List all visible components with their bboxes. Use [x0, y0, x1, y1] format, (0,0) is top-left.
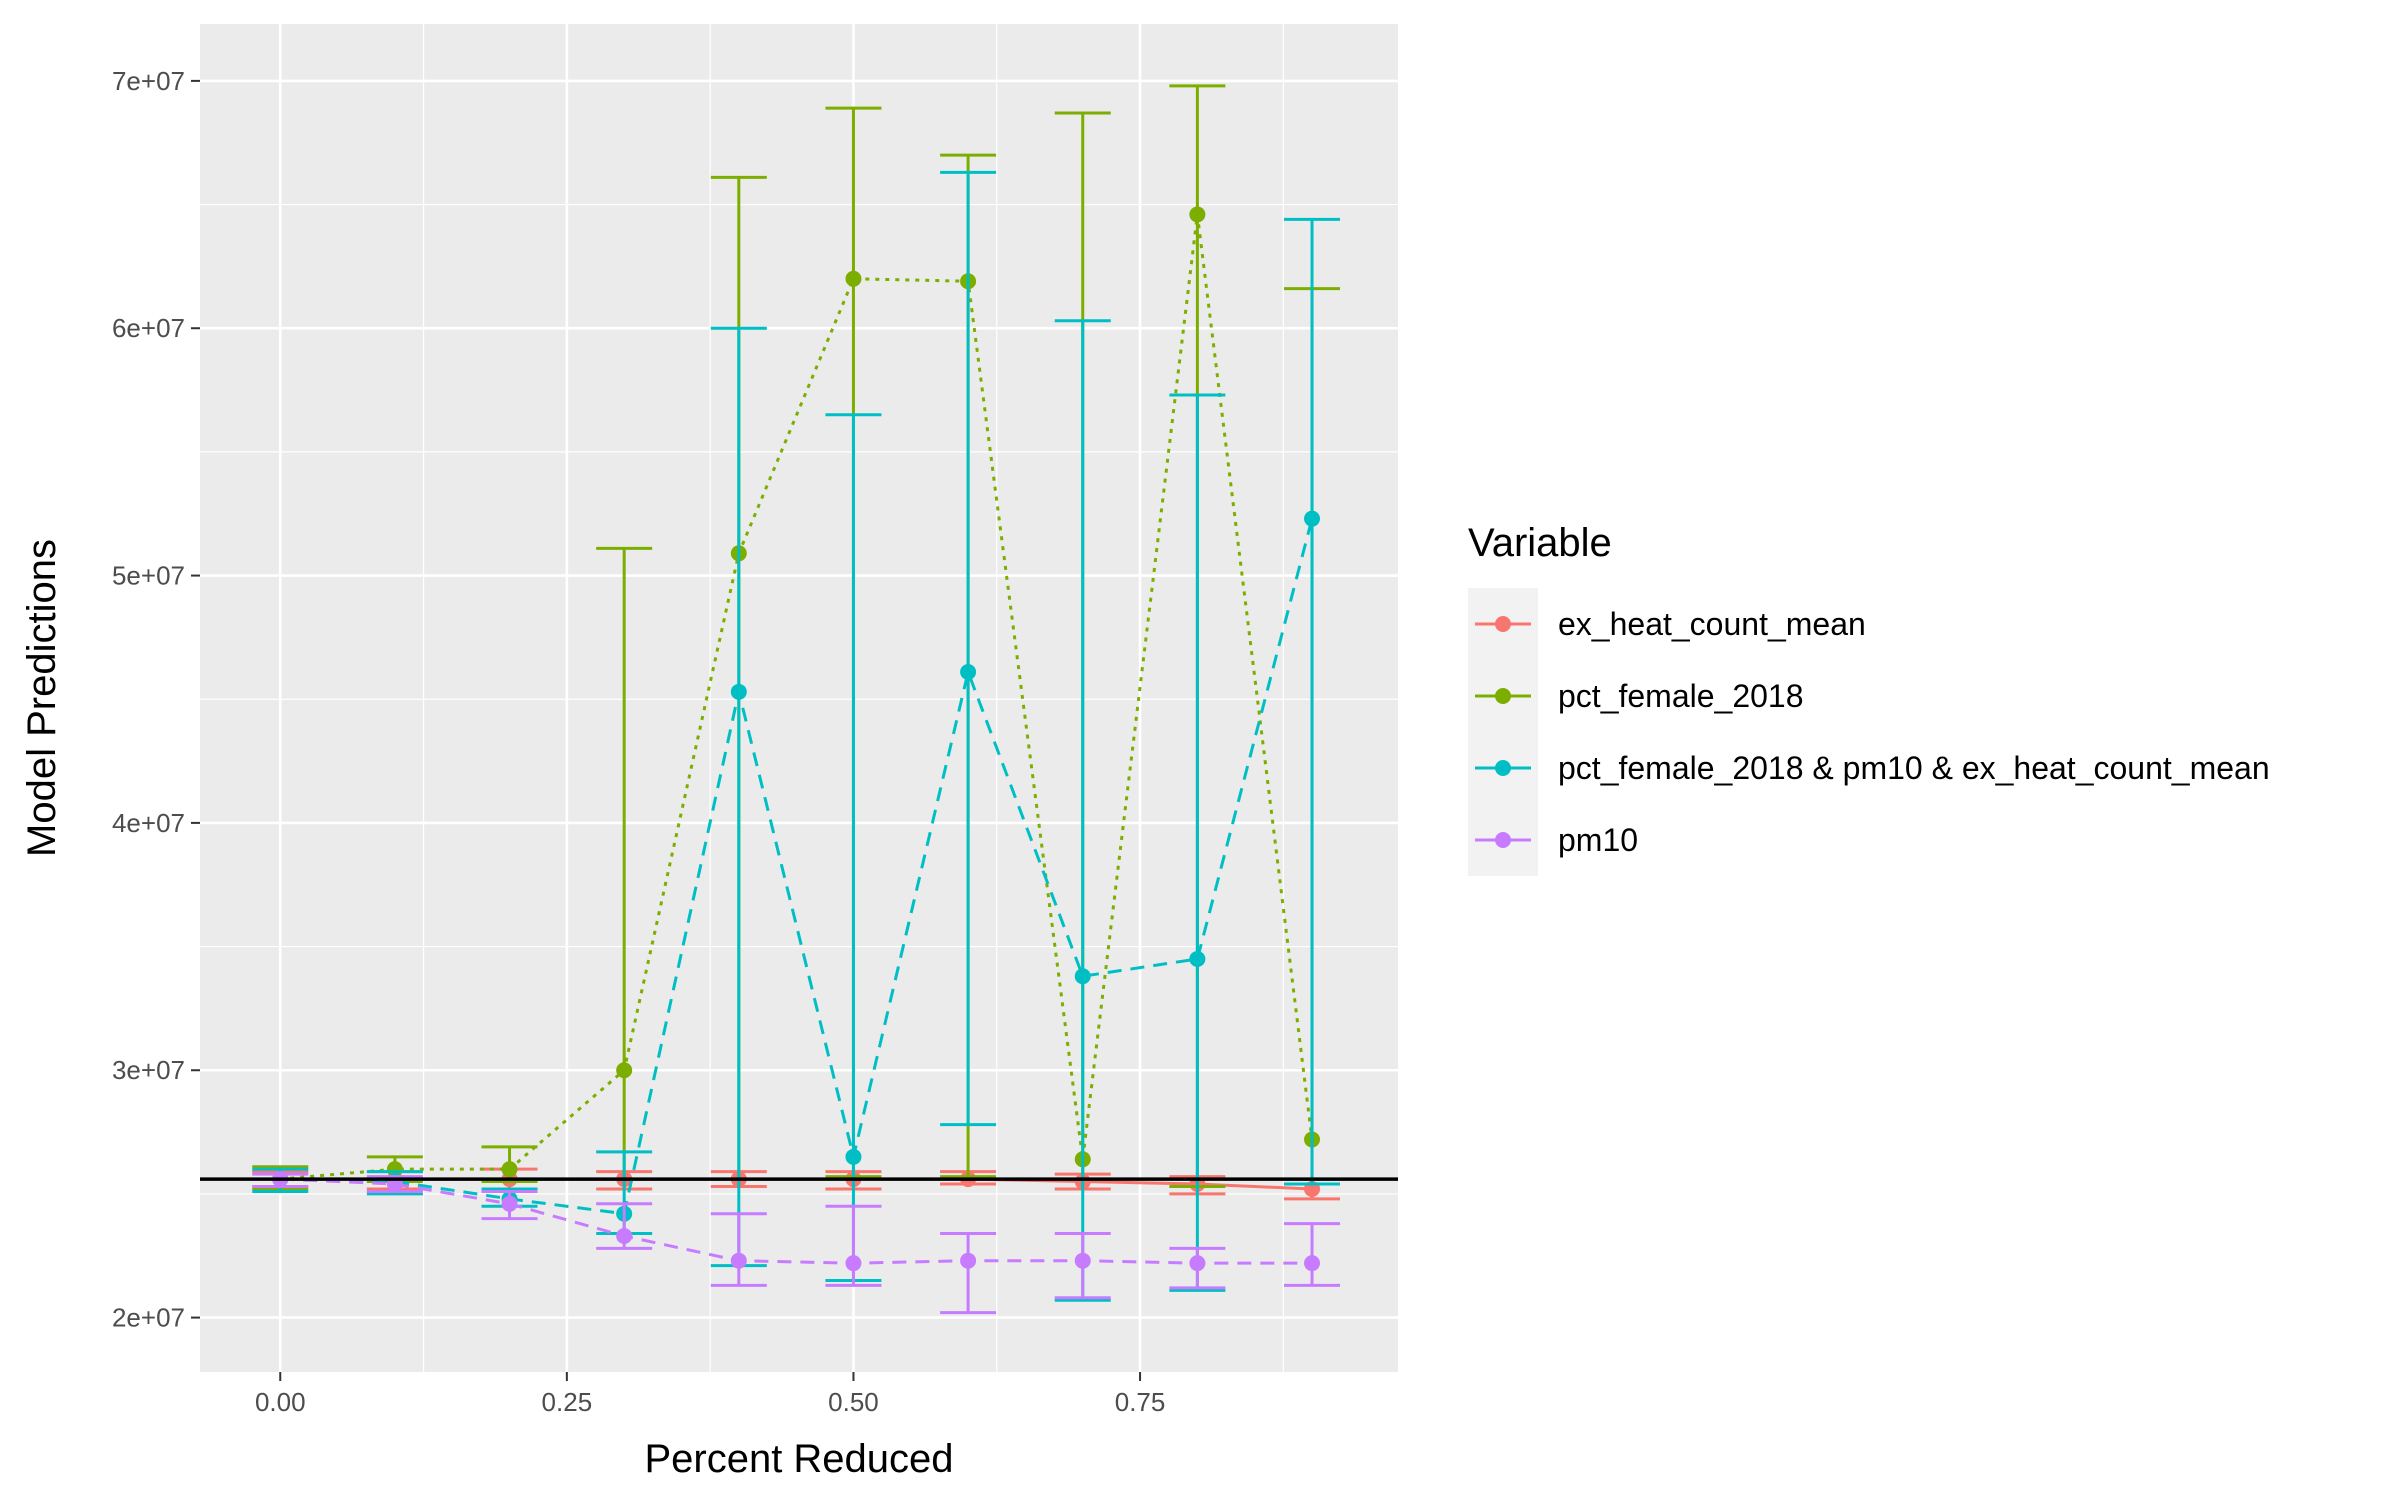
series-line	[280, 1177, 1313, 1265]
data-point	[845, 1148, 862, 1165]
x-tick-label: 0.50	[828, 1387, 879, 1417]
legend-title: Variable	[1468, 521, 1612, 565]
data-point	[845, 270, 862, 287]
data-point	[1074, 1252, 1091, 1269]
x-tick-label: 0.00	[255, 1387, 306, 1417]
y-tick-label: 5e+07	[112, 561, 185, 591]
series-3	[252, 170, 1341, 1302]
plot-panel	[200, 24, 1398, 1372]
x-tick-label: 0.75	[1115, 1387, 1166, 1417]
y-tick-label: 4e+07	[112, 808, 185, 838]
legend-label: ex_heat_count_mean	[1558, 606, 1866, 642]
data-point	[501, 1161, 518, 1178]
data-point	[1304, 510, 1321, 527]
series-layer	[252, 84, 1341, 1315]
data-point	[1074, 968, 1091, 985]
data-point	[1189, 950, 1206, 967]
data-point	[386, 1161, 403, 1178]
data-point	[845, 1255, 862, 1272]
data-point	[1189, 1255, 1206, 1272]
legend-label: pm10	[1558, 822, 1638, 858]
data-point	[501, 1195, 518, 1212]
data-point	[730, 1252, 747, 1269]
legend-label: pct_female_2018 & pm10 & ex_heat_count_m…	[1558, 750, 2270, 786]
data-point	[730, 683, 747, 700]
minor-grid	[200, 24, 1398, 1372]
legend-key-point	[1495, 832, 1511, 848]
legend-label: pct_female_2018	[1558, 678, 1804, 714]
series-line	[280, 518, 1314, 1216]
legend-key-point	[1495, 688, 1511, 704]
y-tick-label: 7e+07	[112, 66, 185, 96]
x-axis-title: Percent Reduced	[644, 1437, 953, 1481]
data-point	[616, 1062, 633, 1079]
y-tick-label: 2e+07	[112, 1303, 185, 1333]
x-tick-label: 0.25	[542, 1387, 593, 1417]
series-4	[252, 1171, 1341, 1315]
legend-item: ex_heat_count_mean	[1475, 606, 1866, 642]
data-point	[1189, 206, 1206, 223]
y-axis: 2e+07 3e+07 4e+07 5e+07 6e+07 7e+07	[112, 66, 200, 1333]
y-tick-label: 6e+07	[112, 313, 185, 343]
data-point	[960, 1252, 977, 1269]
legend: Variable ex_heat_count_mean pct_female_20…	[1468, 521, 2270, 876]
x-axis: 0.00 0.25 0.50 0.75	[255, 1372, 1165, 1417]
data-point	[960, 664, 977, 681]
legend-key-point	[1495, 760, 1511, 776]
series-line	[280, 214, 1314, 1181]
legend-item: pct_female_2018 & pm10 & ex_heat_count_m…	[1475, 750, 2270, 786]
legend-item: pm10	[1475, 822, 1638, 858]
data-point	[616, 1227, 633, 1244]
y-axis-title: Model Predictions	[20, 539, 64, 857]
legend-item: pct_female_2018	[1475, 678, 1804, 714]
y-tick-label: 3e+07	[112, 1055, 185, 1085]
legend-keys-background	[1468, 588, 1538, 876]
data-point	[1304, 1255, 1321, 1272]
legend-key-point	[1495, 616, 1511, 632]
